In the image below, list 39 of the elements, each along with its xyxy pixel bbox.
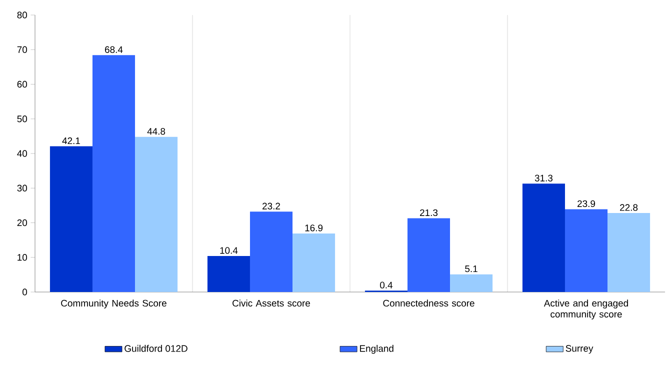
bar [407,218,450,292]
legend-label: Surrey [566,345,594,354]
bar [292,233,336,292]
data-label: 31.3 [534,174,553,182]
x-tick-label: Community Needs Score [61,300,166,308]
data-label: 16.9 [305,224,323,232]
legend-label: England [360,344,394,354]
y-tick-label: 0 [22,288,28,296]
bar [522,184,565,292]
data-label: 21.3 [420,209,438,216]
y-tick-label: 40 [17,150,28,157]
bar [250,212,293,292]
data-label: 22.8 [620,204,638,211]
data-label: 68.4 [105,46,123,53]
y-tick-label: 50 [17,116,28,122]
data-label: 5.1 [465,266,478,272]
bar [608,213,650,292]
bar [450,274,493,292]
bar [50,146,92,292]
data-label: 23.2 [262,202,280,210]
x-tick-label: Active and engaged community score [544,300,628,320]
data-label: 44.8 [147,128,166,135]
data-label: 0.4 [380,282,393,288]
data-label: 23.9 [578,200,596,208]
bar [135,136,178,292]
data-label: 10.4 [220,247,238,254]
y-tick-label: 70 [17,46,28,53]
bar [564,209,608,292]
y-tick-label: 10 [18,254,28,261]
bar [92,55,136,292]
y-tick-label: 30 [17,184,28,192]
legend-label: Guildford 012D [124,344,188,352]
x-tick-label: Connectedness score [383,300,474,307]
bar [207,256,250,292]
y-tick-label: 60 [17,80,28,88]
y-tick-label: 20 [17,219,28,226]
x-tick-label: Civic Assets score [232,300,310,307]
data-label: 42.1 [62,137,80,144]
y-tick-label: 80 [17,12,28,18]
